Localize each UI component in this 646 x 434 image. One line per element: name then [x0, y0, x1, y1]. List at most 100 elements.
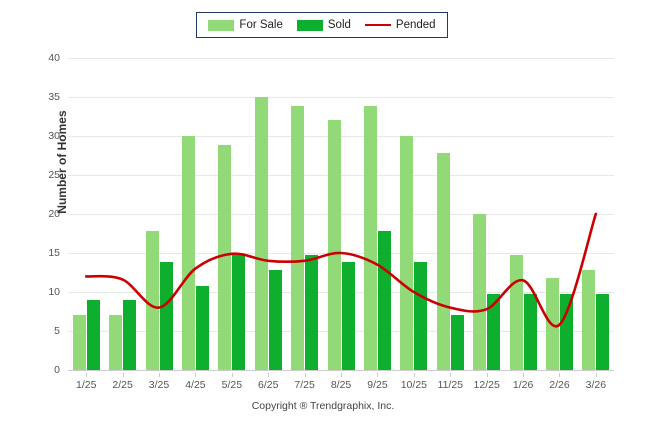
gridline — [68, 58, 614, 59]
bar-for-sale[interactable] — [327, 120, 341, 370]
x-axis-tick: 1/26 — [505, 373, 541, 393]
gridline — [68, 331, 614, 332]
bar-for-sale[interactable] — [545, 277, 559, 370]
bar-sold[interactable] — [123, 299, 137, 370]
x-axis-tick: 2/26 — [541, 373, 577, 393]
legend-label-for-sale: For Sale — [239, 19, 283, 31]
bar-for-sale[interactable] — [509, 254, 523, 370]
bar-for-sale[interactable] — [291, 106, 305, 370]
bar-for-sale[interactable] — [181, 136, 195, 370]
x-axis-tick: 11/25 — [432, 373, 468, 393]
y-axis: 0 5 10 15 20 25 30 35 40 — [0, 52, 68, 376]
x-axis-tick-label: 7/25 — [294, 379, 315, 391]
x-axis-tick: 6/25 — [250, 373, 286, 393]
x-axis: 1/25 2/25 3/25 4/25 5/25 6/25 7/25 8/25 9/25 10/2… — [68, 373, 614, 393]
bar-group — [505, 58, 541, 370]
y-axis-tick-label: 10 — [48, 286, 60, 298]
copyright-text: Copyright ® Trendgraphix, Inc. — [251, 400, 395, 412]
x-axis-tick-mark — [486, 373, 488, 377]
x-axis-tick: 8/25 — [323, 373, 359, 393]
x-axis-tick-label: 9/25 — [367, 379, 388, 391]
y-axis-tick-label: 40 — [48, 52, 60, 64]
x-axis-tick: 12/25 — [468, 373, 504, 393]
bar-for-sale[interactable] — [436, 153, 450, 370]
bar-for-sale[interactable] — [473, 214, 487, 370]
bar-sold[interactable] — [195, 285, 209, 370]
bar-group — [432, 58, 468, 370]
bar-sold[interactable] — [159, 262, 173, 370]
x-axis-tick: 3/26 — [578, 373, 614, 393]
x-axis-tick-label: 2/25 — [112, 379, 133, 391]
bar-for-sale[interactable] — [72, 315, 86, 370]
x-axis-tick-label: 1/26 — [512, 379, 534, 391]
bar-for-sale[interactable] — [218, 145, 232, 370]
x-axis-tick-label: 12/25 — [473, 379, 500, 391]
bar-group — [214, 58, 250, 370]
x-axis-tick: 2/25 — [104, 373, 140, 393]
x-axis-tick-label: 2/26 — [549, 379, 570, 391]
bar-group — [286, 58, 322, 370]
legend-label-sold: Sold — [327, 19, 351, 31]
bar-group — [141, 58, 177, 370]
y-axis-title: Number of Homes — [55, 110, 69, 214]
bar-sold[interactable] — [232, 254, 246, 370]
gridline — [68, 175, 614, 176]
x-axis-tick-label: 4/25 — [185, 379, 206, 391]
bar-for-sale[interactable] — [582, 270, 596, 370]
x-axis-tick: 4/25 — [177, 373, 213, 393]
line-swatch-icon — [364, 24, 391, 26]
bar-group — [323, 58, 359, 370]
bar-sold[interactable] — [487, 293, 501, 370]
y-axis-tick-label: 35 — [48, 91, 60, 103]
x-axis-tick-mark — [595, 373, 597, 377]
bar-sold[interactable] — [523, 293, 537, 370]
y-axis-tick-label: 30 — [48, 130, 60, 142]
x-axis-tick-mark — [268, 373, 270, 377]
bar-for-sale[interactable] — [363, 106, 377, 370]
bar-group — [578, 58, 614, 370]
bar-group — [68, 58, 104, 370]
gridline — [68, 136, 614, 137]
legend-item-sold[interactable]: Sold — [296, 19, 351, 31]
bar-group — [396, 58, 432, 370]
plot-area — [68, 58, 614, 371]
bar-sold[interactable] — [559, 293, 573, 370]
x-axis-tick-label: 1/25 — [75, 379, 97, 391]
x-axis-tick-mark — [341, 373, 343, 377]
x-axis-tick: 1/25 — [68, 373, 104, 393]
bar-sold[interactable] — [268, 270, 282, 370]
bar-for-sale[interactable] — [145, 231, 159, 370]
y-axis-tick-label: 25 — [48, 169, 60, 181]
bar-group — [104, 58, 140, 370]
y-axis-tick-label: 5 — [54, 325, 60, 337]
x-axis-tick-mark — [413, 373, 415, 377]
bar-group — [468, 58, 504, 370]
x-axis-tick-label: 8/25 — [330, 379, 352, 391]
bar-sold[interactable] — [341, 262, 355, 370]
square-swatch-icon — [296, 19, 323, 31]
chart-legend: For Sale Sold Pended — [196, 12, 448, 38]
bar-sold[interactable] — [377, 231, 391, 370]
bar-for-sale[interactable] — [109, 315, 123, 370]
x-axis-tick-mark — [122, 373, 124, 377]
bar-for-sale[interactable] — [254, 97, 268, 370]
x-axis-tick-mark — [86, 373, 88, 377]
bar-sold[interactable] — [86, 299, 100, 370]
bar-group — [177, 58, 213, 370]
legend-item-pended[interactable]: Pended — [364, 19, 436, 31]
bar-sold[interactable] — [414, 262, 428, 370]
bar-sold[interactable] — [450, 315, 464, 370]
x-axis-tick-label: 3/26 — [585, 379, 607, 391]
x-axis-tick-label: 10/25 — [400, 379, 427, 391]
x-axis-tick-mark — [159, 373, 161, 377]
bar-sold[interactable] — [305, 254, 319, 370]
bar-group — [250, 58, 286, 370]
x-axis-tick-label: 5/25 — [221, 379, 243, 391]
x-axis-tick-label: 11/25 — [437, 379, 464, 391]
x-axis-tick-mark — [377, 373, 379, 377]
bar-sold[interactable] — [596, 293, 610, 370]
x-axis-line — [68, 370, 614, 371]
legend-item-for-sale[interactable]: For Sale — [208, 19, 283, 31]
bar-for-sale[interactable] — [400, 136, 414, 370]
